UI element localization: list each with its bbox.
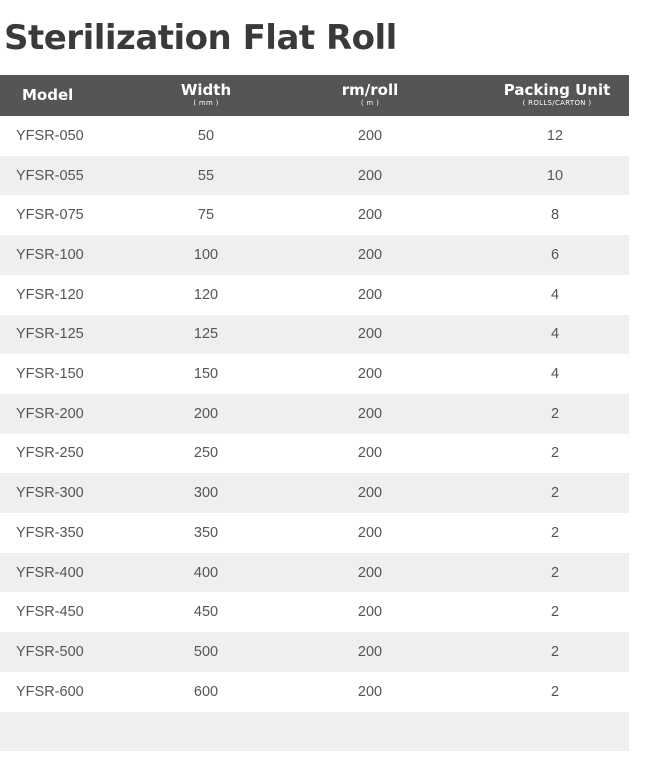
cell-width: 200 — [193, 405, 219, 422]
cell-rm-roll: 200 — [357, 683, 383, 700]
cell-model: YFSR-150 — [16, 366, 84, 383]
cell-width: 100 — [193, 246, 219, 263]
table-row: YFSR-450 450 200 2 — [0, 592, 629, 632]
cell-model: YFSR-200 — [16, 405, 84, 422]
table-row: YFSR-400 400 200 2 — [0, 552, 629, 593]
header-rm-roll-label: rm/roll — [341, 81, 399, 99]
table-row: YFSR-120 120 200 4 — [0, 275, 629, 315]
cell-rm-roll: 200 — [357, 445, 383, 462]
table-row: YFSR-125 125 200 4 — [0, 314, 629, 355]
cell-rm-roll: 200 — [357, 167, 383, 184]
cell-packing-unit: 12 — [546, 127, 564, 144]
header-rm-roll: rm/roll ( m ) — [320, 81, 420, 108]
header-rm-roll-unit: ( m ) — [360, 99, 380, 107]
cell-model: YFSR-125 — [16, 326, 84, 343]
cell-rm-roll: 200 — [357, 485, 383, 502]
cell-packing-unit: 2 — [550, 485, 560, 502]
table-row: YFSR-075 75 200 8 — [0, 195, 629, 235]
table-row: YFSR-050 50 200 12 — [0, 116, 629, 156]
table-row: YFSR-055 55 200 10 — [0, 155, 629, 196]
cell-model: YFSR-450 — [16, 604, 84, 621]
table-row: YFSR-100 100 200 6 — [0, 235, 629, 275]
header-packing-unit: Packing Unit ( ROLLS/CARTON ) — [487, 81, 627, 108]
cell-packing-unit: 4 — [550, 366, 560, 383]
cell-rm-roll: 200 — [357, 405, 383, 422]
cell-model: YFSR-300 — [16, 485, 84, 502]
cell-model: YFSR-100 — [16, 246, 84, 263]
cell-rm-roll: 200 — [357, 127, 383, 144]
cell-packing-unit: 2 — [550, 683, 560, 700]
cell-packing-unit: 2 — [550, 445, 560, 462]
cell-model: YFSR-500 — [16, 643, 84, 660]
cell-model: YFSR-350 — [16, 524, 84, 541]
table-row-empty — [0, 711, 629, 752]
cell-width: 450 — [193, 604, 219, 621]
cell-rm-roll: 200 — [357, 326, 383, 343]
cell-rm-roll: 200 — [357, 207, 383, 224]
cell-rm-roll: 200 — [357, 366, 383, 383]
cell-model: YFSR-400 — [16, 564, 84, 581]
cell-packing-unit: 6 — [550, 246, 560, 263]
cell-width: 75 — [197, 207, 215, 224]
cell-model: YFSR-600 — [16, 683, 84, 700]
spec-table: Model Width ( mm ) rm/roll ( m ) Packing… — [0, 75, 629, 752]
cell-packing-unit: 2 — [550, 643, 560, 660]
cell-rm-roll: 200 — [357, 604, 383, 621]
table-row: YFSR-300 300 200 2 — [0, 473, 629, 513]
header-width-label: Width — [180, 81, 232, 99]
cell-width: 250 — [193, 445, 219, 462]
cell-rm-roll: 200 — [357, 286, 383, 303]
header-model-label: Model — [22, 86, 74, 104]
cell-width: 125 — [193, 326, 219, 343]
cell-model: YFSR-055 — [16, 167, 84, 184]
cell-model: YFSR-075 — [16, 207, 84, 224]
header-width: Width ( mm ) — [156, 81, 256, 108]
cell-width: 55 — [197, 167, 215, 184]
table-header: Model Width ( mm ) rm/roll ( m ) Packing… — [0, 75, 629, 116]
cell-model: YFSR-250 — [16, 445, 84, 462]
cell-width: 120 — [193, 286, 219, 303]
cell-width: 300 — [193, 485, 219, 502]
cell-width: 150 — [193, 366, 219, 383]
cell-width: 500 — [193, 643, 219, 660]
page-title: Sterilization Flat Roll — [4, 18, 397, 58]
header-width-unit: ( mm ) — [193, 99, 219, 107]
header-model: Model — [22, 87, 73, 104]
cell-packing-unit: 8 — [550, 207, 560, 224]
cell-rm-roll: 200 — [357, 643, 383, 660]
cell-width: 600 — [193, 683, 219, 700]
header-packing-unit-sub: ( ROLLS/CARTON ) — [522, 99, 592, 107]
table-row: YFSR-350 350 200 2 — [0, 513, 629, 553]
cell-model: YFSR-050 — [16, 127, 84, 144]
cell-model: YFSR-120 — [16, 286, 84, 303]
table-row: YFSR-250 250 200 2 — [0, 434, 629, 474]
cell-width: 400 — [193, 564, 219, 581]
cell-packing-unit: 10 — [546, 167, 564, 184]
table-row: YFSR-500 500 200 2 — [0, 632, 629, 672]
cell-packing-unit: 2 — [550, 604, 560, 621]
cell-rm-roll: 200 — [357, 246, 383, 263]
cell-packing-unit: 2 — [550, 524, 560, 541]
table-row: YFSR-150 150 200 4 — [0, 354, 629, 394]
cell-width: 50 — [197, 127, 215, 144]
table-row: YFSR-600 600 200 2 — [0, 672, 629, 712]
cell-packing-unit: 4 — [550, 326, 560, 343]
cell-packing-unit: 2 — [550, 405, 560, 422]
cell-packing-unit: 4 — [550, 286, 560, 303]
cell-rm-roll: 200 — [357, 524, 383, 541]
table-row: YFSR-200 200 200 2 — [0, 393, 629, 434]
cell-width: 350 — [193, 524, 219, 541]
header-packing-unit-label: Packing Unit — [503, 81, 611, 99]
cell-rm-roll: 200 — [357, 564, 383, 581]
cell-packing-unit: 2 — [550, 564, 560, 581]
